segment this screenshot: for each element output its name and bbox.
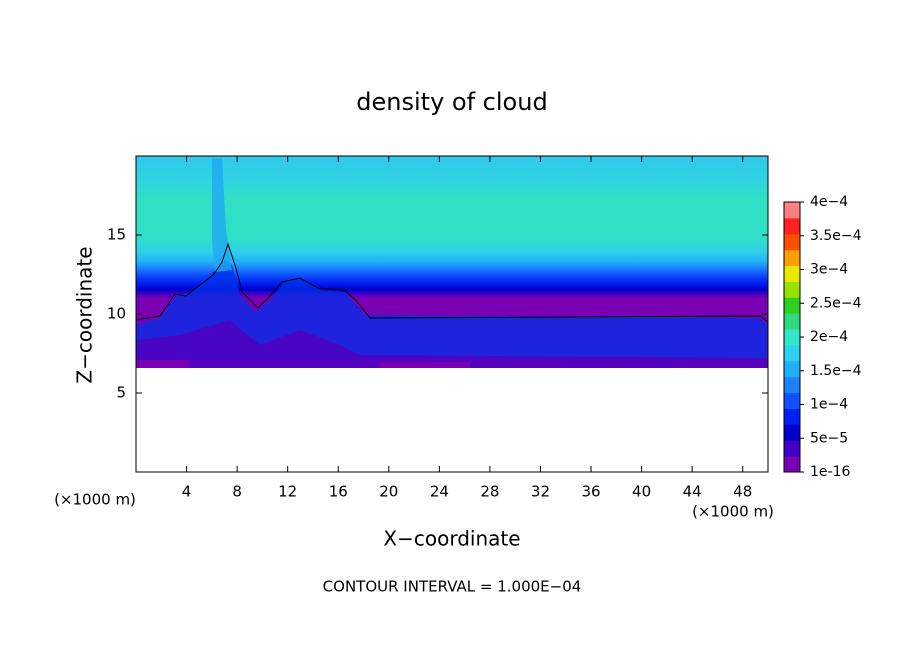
colorbar-tick-label: 1e−4 (810, 397, 848, 413)
colorbar-swatch (784, 329, 800, 346)
colorbar-swatch (784, 456, 800, 473)
colorbar-swatch (784, 297, 800, 314)
x-unit-label: (×1000 m) (54, 491, 136, 509)
colorbar-swatch (784, 233, 800, 251)
contour-fill (212, 158, 232, 272)
chart-title: density of cloud (356, 88, 547, 116)
colorbar-swatch (784, 376, 800, 394)
colorbar-swatch (784, 217, 800, 235)
contour-fill (136, 360, 470, 368)
y-tick-label: 5 (116, 384, 126, 402)
x-tick-label: 36 (581, 483, 600, 501)
colorbar-swatch (784, 424, 800, 441)
colorbar-swatch (784, 265, 800, 282)
x-tick-label: 24 (430, 483, 449, 501)
x-tick-label: 28 (480, 483, 499, 501)
colorbar-swatch (784, 202, 800, 219)
footnote: CONTOUR INTERVAL = 1.000E−04 (323, 578, 582, 596)
colorbar-tick-label: 3e−4 (810, 262, 848, 278)
contour-line (135, 242, 769, 323)
x-tick-label: 48 (733, 483, 752, 501)
colorbar-tick-label: 1.5e−4 (810, 363, 862, 379)
x-tick-label: 4 (182, 483, 192, 501)
x-unit-label: (×1000 m) (692, 503, 774, 521)
x-axis-label: X−coordinate (383, 527, 520, 551)
x-tick-label: 32 (531, 483, 550, 501)
colorbar-swatch (784, 313, 800, 330)
x-tick-label: 16 (329, 483, 348, 501)
colorbar-swatch (784, 344, 800, 362)
colorbar-tick-label: 2e−4 (810, 329, 848, 345)
colorbar-swatch (784, 392, 800, 409)
colorbar-tick-label: 5e−5 (810, 430, 848, 446)
colorbar-swatch (784, 440, 800, 457)
x-tick-label: 12 (278, 483, 297, 501)
contour-fill (136, 320, 768, 368)
colorbar-tick-label: 1e-16 (810, 464, 850, 480)
x-tick-label: 8 (232, 483, 242, 501)
x-tick-label: 44 (683, 483, 702, 501)
y-axis-label: Z−coordinate (73, 246, 97, 383)
colorbar-tick-label: 4e−4 (810, 194, 848, 210)
y-tick-label: 15 (107, 226, 126, 244)
colorbar-swatch (784, 249, 800, 267)
colorbar-swatch (784, 408, 800, 425)
colorbar-tick-label: 2.5e−4 (810, 295, 862, 311)
colorbar-tick-label: 3.5e−4 (810, 228, 862, 244)
x-tick-label: 40 (632, 483, 651, 501)
y-tick-label: 10 (107, 305, 126, 323)
colorbar-swatch (784, 360, 800, 378)
colorbar-swatch (784, 281, 800, 298)
contour-field (135, 156, 769, 368)
x-tick-label: 20 (379, 483, 398, 501)
